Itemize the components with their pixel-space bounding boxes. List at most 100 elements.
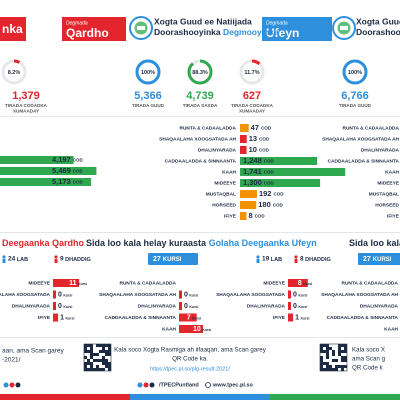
qr-cell — [344, 347, 347, 350]
qr-cell — [87, 368, 90, 371]
qr-cell — [84, 365, 87, 368]
qr-cell — [96, 368, 99, 371]
vote-bar — [240, 135, 247, 143]
seat-bar — [288, 279, 308, 287]
qr-cell — [90, 353, 93, 356]
party-name: IFIYE — [387, 213, 400, 219]
district-name: Qardho — [66, 26, 109, 40]
logo-mark — [137, 26, 145, 30]
qr-cell — [87, 362, 90, 365]
person-icon — [294, 259, 298, 263]
qr-cell — [108, 344, 111, 347]
divider — [0, 232, 400, 233]
party-name: MIDEEYE — [214, 180, 236, 186]
vote-value: 192 — [259, 189, 272, 198]
person-icon — [256, 259, 260, 263]
divider — [0, 116, 400, 117]
qr-cell — [90, 347, 93, 350]
person-icon — [2, 259, 6, 263]
party-name: DHALINYARADA — [361, 147, 400, 153]
qr-cell — [320, 365, 323, 368]
seat-bar — [179, 313, 197, 322]
district-label: Degmada — [266, 20, 288, 26]
party-name: MIDEEYE — [377, 180, 399, 186]
qr-cell — [108, 353, 111, 356]
qr-cell — [341, 356, 344, 359]
vote-unit: COD — [273, 192, 284, 197]
qr-cell — [341, 368, 344, 371]
footer-text: Kala soco Xogta Rasmiga ah iifaaqan, ama… — [114, 347, 267, 354]
qr-cell — [341, 359, 344, 362]
qr-cell — [102, 350, 105, 353]
qr-cell — [102, 362, 105, 365]
vote-value: 180 — [258, 200, 271, 209]
person-icon — [256, 255, 260, 259]
qr-cell — [96, 359, 99, 362]
party-name: IFIYE — [224, 213, 237, 219]
count-unit: DHADDIG — [305, 257, 331, 263]
vote-value: 8 — [248, 211, 252, 220]
qr-cell — [320, 359, 323, 362]
social-icon — [143, 382, 149, 388]
vote-value: 47 — [251, 123, 259, 132]
seat-bar — [53, 313, 59, 322]
party-name: KAAH — [222, 169, 236, 175]
seat-value: 0 — [58, 291, 62, 298]
title-line: Doorashooyinka — [356, 27, 400, 37]
vote-bar — [240, 168, 346, 176]
seat-value: 7 — [187, 314, 191, 321]
stat-value: 5,366 — [134, 90, 162, 102]
seat-value: 0 — [293, 303, 297, 310]
vote-unit: COD — [73, 169, 84, 174]
qr-cell — [320, 350, 323, 353]
count-value: 24 — [8, 256, 16, 263]
party-name: DHALINYARADA — [198, 147, 237, 153]
qr-cell — [338, 344, 341, 347]
party-name: KAAH — [384, 326, 398, 332]
vote-value: 13 — [249, 134, 257, 143]
section-heading: Sida loo kala helay kuraasta — [349, 238, 400, 248]
qr-cell — [105, 353, 108, 356]
qr-cell — [105, 362, 108, 365]
qr-cell — [93, 353, 96, 356]
stat-value: 6,766 — [341, 90, 369, 102]
qr-cell — [320, 362, 323, 365]
party-name: MUSTAQBAL — [369, 191, 399, 197]
title-line: Doorashooyinka Degmooyinka — [154, 27, 279, 37]
ring-label: 11.7% — [244, 70, 259, 76]
qr-cell — [102, 356, 105, 359]
qr-cell — [329, 365, 332, 368]
social-icon — [15, 382, 21, 388]
qr-cell — [108, 347, 111, 350]
party-name: SHAQAALAHA XOOGSATADA — [216, 292, 285, 298]
seat-bar — [53, 290, 56, 299]
vote-value: 1,248 — [243, 156, 262, 165]
qr-cell — [332, 368, 335, 371]
heading-part: Golaha Deegaanka Ufeyn — [209, 238, 317, 248]
qr-cell — [84, 347, 87, 350]
qr-cell — [326, 368, 329, 371]
stat-label: TIRADA GUUD — [132, 103, 165, 108]
stat-label: TIRADA CODADKA — [231, 103, 274, 108]
qr-cell — [90, 356, 93, 359]
party-name: HORSEED — [375, 202, 399, 208]
count-unit: LAB — [17, 257, 28, 263]
party-name: DHALINYARADA — [360, 303, 399, 309]
person-icon — [294, 255, 298, 259]
qr-cell — [105, 359, 108, 362]
qr-cell — [323, 362, 326, 365]
stat-value: 627 — [243, 90, 261, 102]
title-line: Xogta Guud ee Natiijada — [154, 16, 252, 26]
seat-value: 0 — [184, 291, 188, 298]
person-icon — [54, 255, 58, 259]
count-unit: KURSI — [163, 257, 182, 263]
ring-label: 100% — [141, 70, 155, 76]
qr-cell — [99, 350, 102, 353]
vote-unit: COD — [73, 158, 84, 163]
ring-arc — [135, 59, 161, 85]
social-icon — [149, 382, 155, 388]
party-name: DHALINYARADA — [247, 303, 286, 309]
qr-cell — [90, 368, 93, 371]
qr-cell — [105, 350, 108, 353]
